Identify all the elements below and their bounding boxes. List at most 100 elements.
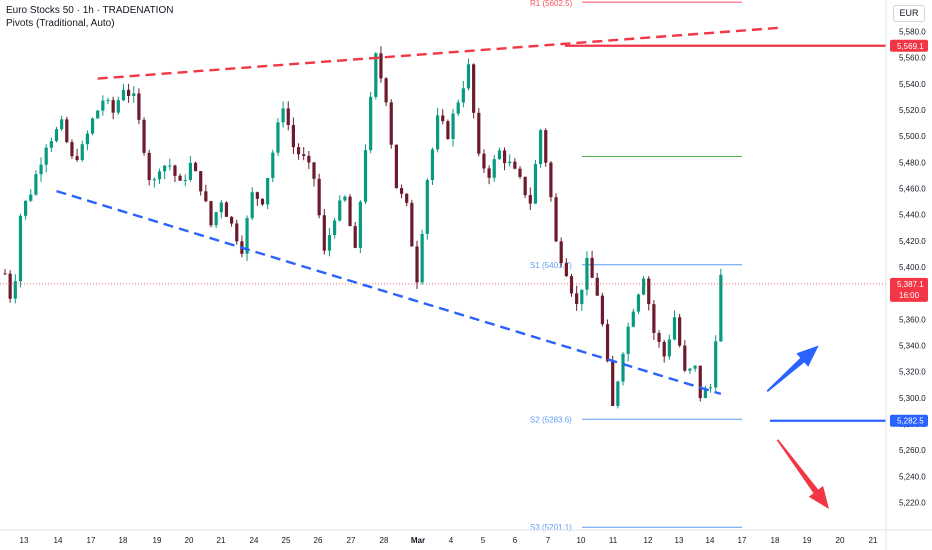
candle[interactable] xyxy=(147,149,151,186)
candle[interactable] xyxy=(616,380,620,409)
candle[interactable] xyxy=(472,63,476,119)
candle[interactable] xyxy=(595,273,599,297)
candle[interactable] xyxy=(425,178,429,240)
candle[interactable] xyxy=(405,193,409,207)
arrow-up-icon[interactable] xyxy=(766,345,819,393)
candle[interactable] xyxy=(8,270,12,303)
candle[interactable] xyxy=(348,194,352,227)
candle[interactable] xyxy=(662,339,666,363)
candle[interactable] xyxy=(678,313,682,348)
candle[interactable] xyxy=(18,213,23,288)
candle[interactable] xyxy=(564,258,568,277)
candle[interactable] xyxy=(698,365,702,402)
candle[interactable] xyxy=(49,137,53,152)
trendlines[interactable] xyxy=(56,26,887,422)
candle[interactable] xyxy=(580,289,584,311)
candle[interactable] xyxy=(163,165,167,180)
candle[interactable] xyxy=(652,300,656,340)
candle[interactable] xyxy=(219,200,223,219)
candle[interactable] xyxy=(60,115,64,131)
candle[interactable] xyxy=(116,96,120,115)
candle[interactable] xyxy=(106,97,110,105)
candle[interactable] xyxy=(302,147,306,161)
time-axis[interactable]: 13 14 17 18 19 20 21 24 25 26 27 28 Mar 4 5 6 7 10 11 12 13 1… xyxy=(0,529,932,545)
candle[interactable] xyxy=(466,58,471,91)
candle[interactable] xyxy=(230,216,234,227)
candle[interactable] xyxy=(260,198,265,206)
candle[interactable] xyxy=(384,77,388,107)
candle[interactable] xyxy=(688,367,692,375)
candle[interactable] xyxy=(528,187,532,210)
candle[interactable] xyxy=(70,139,74,159)
candle[interactable] xyxy=(399,184,404,199)
resistance-trend[interactable] xyxy=(97,26,783,80)
candle[interactable] xyxy=(539,128,543,168)
candle[interactable] xyxy=(575,285,579,311)
candle[interactable] xyxy=(642,276,646,296)
candle[interactable] xyxy=(96,109,100,119)
candle[interactable] xyxy=(250,187,254,221)
candle[interactable] xyxy=(199,170,203,196)
candle[interactable] xyxy=(235,219,239,245)
resistance-price-tag[interactable]: 5,569.1 xyxy=(890,39,928,52)
candle[interactable] xyxy=(157,168,162,184)
candle[interactable] xyxy=(142,117,146,156)
candle[interactable] xyxy=(24,200,28,220)
candle[interactable] xyxy=(101,95,105,116)
candle[interactable] xyxy=(456,99,460,117)
candle[interactable] xyxy=(111,96,115,120)
candle[interactable] xyxy=(353,222,357,249)
candle[interactable] xyxy=(173,164,177,183)
candle[interactable] xyxy=(708,383,713,393)
candle[interactable] xyxy=(44,144,48,173)
candle[interactable] xyxy=(487,165,491,185)
candle[interactable] xyxy=(307,150,311,169)
candle[interactable] xyxy=(29,189,33,203)
candle[interactable] xyxy=(183,174,187,187)
candle[interactable] xyxy=(461,81,465,108)
arrow-down-icon[interactable] xyxy=(776,439,829,509)
candle[interactable] xyxy=(719,268,723,343)
candle[interactable] xyxy=(703,385,707,399)
candle[interactable] xyxy=(451,108,455,147)
candle[interactable] xyxy=(631,308,635,328)
candle[interactable] xyxy=(683,340,687,373)
candle[interactable] xyxy=(276,118,280,156)
candle[interactable] xyxy=(508,154,512,167)
candle[interactable] xyxy=(3,269,7,275)
candle[interactable] xyxy=(626,322,630,362)
candle[interactable] xyxy=(410,199,414,247)
candle[interactable] xyxy=(389,99,393,149)
last-price-tag[interactable]: 5,387.1 16:00 xyxy=(890,277,928,302)
candle[interactable] xyxy=(559,237,563,267)
candle[interactable] xyxy=(544,128,548,167)
candle[interactable] xyxy=(482,149,486,173)
candle[interactable] xyxy=(492,155,496,182)
candle[interactable] xyxy=(502,147,507,171)
candle[interactable] xyxy=(358,200,362,254)
candle[interactable] xyxy=(379,46,383,83)
candle[interactable] xyxy=(611,355,615,407)
candle[interactable] xyxy=(647,276,651,311)
candle[interactable] xyxy=(137,88,141,125)
candle[interactable] xyxy=(224,201,229,217)
candle[interactable] xyxy=(204,184,208,203)
candle[interactable] xyxy=(657,330,661,348)
candle[interactable] xyxy=(636,293,641,315)
support-trend[interactable] xyxy=(56,189,722,396)
candle[interactable] xyxy=(605,319,610,363)
candles[interactable] xyxy=(0,46,886,409)
candle[interactable] xyxy=(127,83,131,103)
candle[interactable] xyxy=(363,144,368,205)
candle[interactable] xyxy=(75,148,79,162)
candle[interactable] xyxy=(333,217,337,239)
candle[interactable] xyxy=(168,158,172,171)
candle[interactable] xyxy=(714,335,718,391)
candle[interactable] xyxy=(554,193,558,243)
candle[interactable] xyxy=(281,101,285,128)
candle[interactable] xyxy=(693,365,697,372)
candle[interactable] xyxy=(65,116,69,144)
support-price-tag[interactable]: 5,282.5 xyxy=(890,414,928,427)
